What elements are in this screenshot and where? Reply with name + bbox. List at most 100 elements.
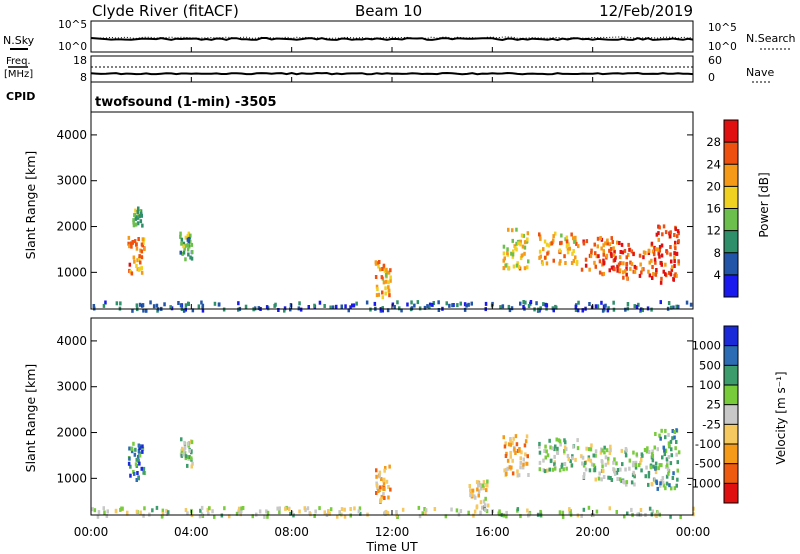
power-cell	[657, 251, 660, 256]
vel-cell	[647, 450, 651, 454]
power-cell	[134, 222, 138, 227]
power-cell	[673, 251, 676, 256]
power-cell	[613, 249, 616, 254]
freq-label: Freq.	[6, 56, 31, 67]
power-cell	[132, 218, 135, 223]
vel-cell	[650, 482, 654, 487]
power-cell	[387, 270, 391, 275]
power-cell	[600, 246, 603, 251]
vel-cell	[375, 468, 378, 473]
vel-cell	[554, 444, 557, 449]
vel-cbar-segment	[724, 345, 738, 366]
vel-cell	[263, 514, 266, 519]
vel-cell	[135, 478, 138, 482]
vel-cell	[134, 447, 137, 452]
power-cell	[637, 302, 640, 307]
vel-cell	[485, 488, 488, 493]
power-cell	[616, 264, 619, 269]
vel-cell	[595, 509, 599, 514]
power-cell	[375, 284, 379, 289]
power-cell	[594, 264, 598, 269]
vel-cell	[559, 442, 562, 447]
velocity-ylabel: Slant Range [km]	[23, 364, 38, 473]
power-cell	[642, 255, 645, 260]
vel-cell	[583, 461, 587, 465]
power-cell	[673, 273, 676, 278]
vel-cell	[133, 471, 136, 476]
power-cell	[651, 276, 654, 280]
vel-cell	[505, 451, 508, 456]
power-cell	[190, 242, 194, 247]
power-cell	[128, 244, 131, 249]
vel-cell	[459, 509, 463, 514]
vel-cell	[167, 510, 170, 515]
vel-cell	[519, 456, 522, 461]
power-cell	[190, 256, 194, 261]
vel-cell	[539, 509, 542, 514]
power-cell	[602, 243, 605, 248]
vel-cell	[329, 507, 333, 512]
power-cell	[552, 258, 555, 263]
vel-cell	[379, 485, 382, 490]
vel-cell	[519, 514, 522, 519]
vel-cell	[190, 456, 193, 461]
power-cell	[522, 233, 525, 238]
power-cell	[92, 304, 96, 308]
vel-cbar-segment	[724, 424, 738, 444]
power-cell	[502, 266, 506, 271]
power-cell	[573, 239, 576, 244]
power-cell	[638, 253, 642, 258]
vel-cell	[328, 511, 331, 516]
power-cell	[163, 302, 166, 307]
power-cell	[576, 308, 580, 313]
vel-cell	[594, 449, 598, 454]
power-cell	[139, 266, 142, 271]
power-cell	[179, 250, 182, 255]
vel-cell	[481, 505, 484, 510]
vel-cell	[504, 454, 508, 458]
power-cbar-tick-label: 20	[706, 179, 721, 193]
power-cell	[560, 240, 563, 245]
power-cell	[625, 272, 628, 277]
power-cell	[627, 252, 630, 257]
power-cell	[664, 262, 667, 267]
vel-cell	[673, 486, 677, 491]
power-cell	[589, 254, 593, 259]
vel-cell	[486, 503, 490, 508]
power-cell	[537, 307, 540, 312]
vel-cell	[574, 457, 577, 462]
power-cell	[538, 234, 542, 239]
power-cell	[621, 250, 625, 255]
vel-cell	[138, 453, 142, 458]
power-cell	[667, 301, 671, 305]
power-cell	[635, 304, 639, 309]
power-cell	[555, 305, 558, 310]
vel-cell	[483, 503, 487, 508]
vel-cell	[276, 506, 279, 511]
power-cell	[658, 225, 661, 230]
vel-cell	[477, 489, 481, 494]
vel-cell	[421, 511, 424, 516]
vel-cbar-tick-label: 100	[699, 378, 721, 392]
vel-cell	[626, 511, 629, 516]
vel-cell	[645, 449, 649, 454]
power-ytick-label: 4000	[56, 128, 87, 142]
vel-cell	[647, 474, 651, 479]
power-cell	[650, 307, 653, 312]
vel-cell	[318, 506, 321, 511]
vel-cell	[587, 505, 591, 510]
power-cell	[102, 303, 106, 308]
vel-cell	[511, 458, 514, 463]
vel-cell	[613, 457, 616, 462]
power-cell	[365, 300, 369, 305]
power-cell	[431, 302, 434, 307]
power-cell	[335, 304, 338, 309]
vel-cell	[676, 468, 679, 473]
power-cell	[381, 267, 384, 271]
vel-cell	[609, 448, 612, 453]
power-cell	[491, 301, 494, 306]
power-cell	[552, 234, 555, 239]
vel-cell	[616, 468, 620, 472]
power-cell	[590, 251, 593, 255]
power-cell	[349, 305, 352, 310]
